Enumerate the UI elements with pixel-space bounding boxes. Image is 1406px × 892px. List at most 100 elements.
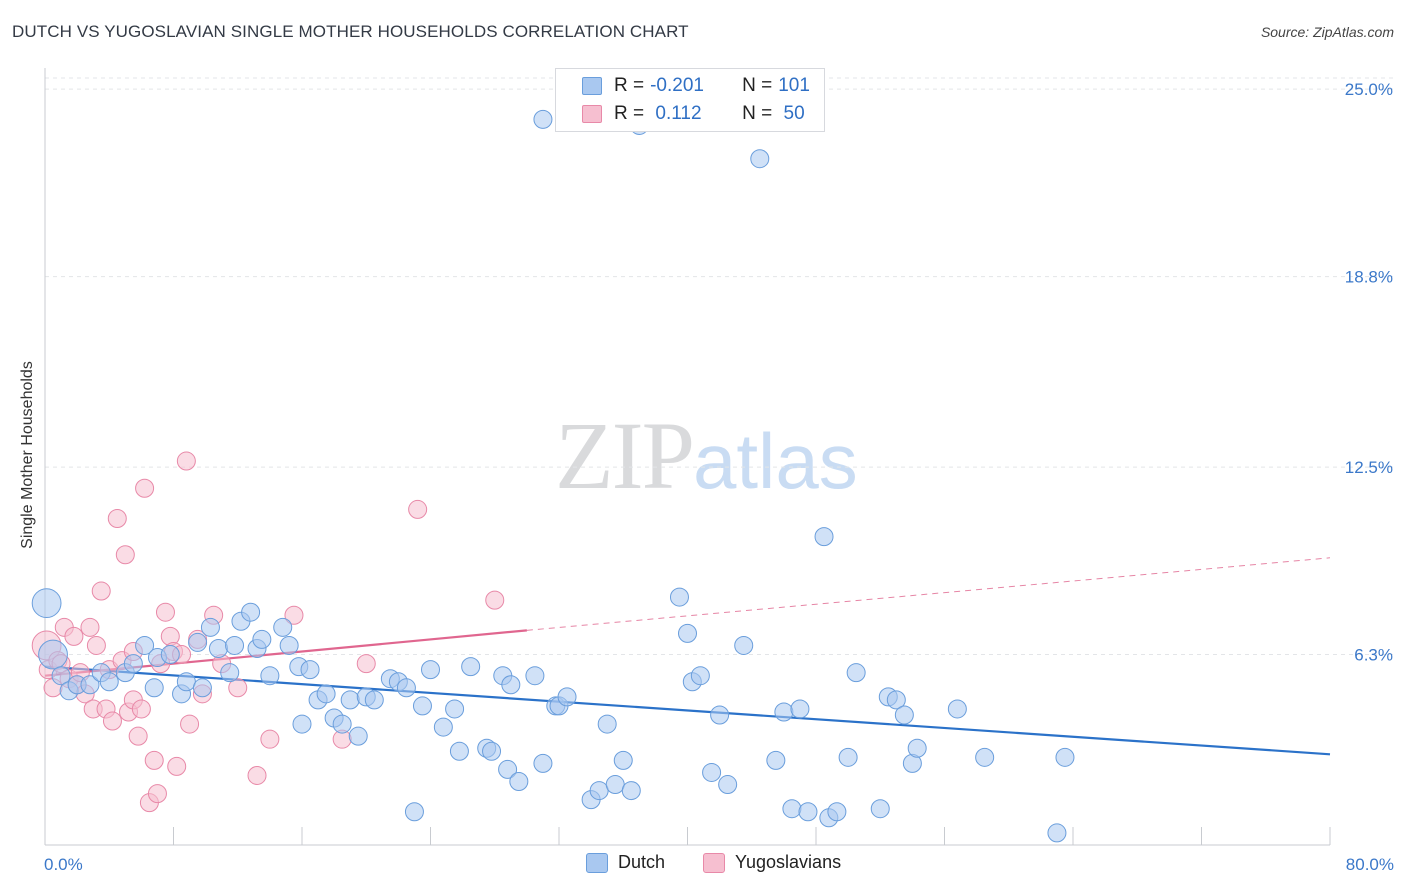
watermark: ZIPatlas [555,400,858,511]
dutch-point [533,753,553,773]
dutch-point [501,675,521,695]
dutch-point [99,672,119,692]
yugoslavian-point [356,654,376,674]
dutch-point [412,696,432,716]
dutch-point [975,747,995,767]
dutch-point [80,675,100,695]
dutch-point [734,635,754,655]
dutch-trend [44,665,1331,756]
dutch-point [396,678,416,698]
yugoslavian-swatch [582,105,602,123]
gridlines [45,77,1395,656]
dutch-point [597,714,617,734]
dutch-point [894,705,914,725]
r-label: R = [614,75,645,96]
dutch-point [702,762,722,782]
yugoslavian-point [155,602,175,622]
dutch-point [827,802,847,822]
yugoslavian-point [107,508,127,528]
dutch-point [192,678,212,698]
y-tick-label: 25.0% [1345,80,1393,99]
dutch-point [509,772,529,792]
dutch-point [348,726,368,746]
dutch-point [292,714,312,734]
yugoslavian-point [86,635,106,655]
dutch-point [947,699,967,719]
dutch-point [461,657,481,677]
x-tick-label: 80.0% [1346,855,1394,874]
yugoslavian-point [485,590,505,610]
series-legend: Dutch Yugoslavians [0,852,1406,878]
yugoslavian-point [167,756,187,776]
dutch-point [449,741,469,761]
dutch-point [798,802,818,822]
dutch-point [886,690,906,710]
yugoslavian-point [144,750,164,770]
dutch-point [144,678,164,698]
chart-title: DUTCH VS YUGOSLAVIAN SINGLE MOTHER HOUSE… [12,22,689,41]
tick-labels: 6.3% 12.5% 18.8% 25.0% 0.0% 80.0% [44,80,1394,874]
dutch-point [332,714,352,734]
x-tick-label: 0.0% [44,855,83,874]
yugoslavian-point [102,711,122,731]
yugoslavian-point [80,617,100,637]
dutch-point [557,687,577,707]
dutch-point [279,635,299,655]
yugoslavian-point [247,765,267,785]
yugoslavian-point [115,545,135,565]
dutch-point [1047,823,1067,843]
dutch-point [718,775,738,795]
dutch-point [750,149,770,169]
dutch-point [51,666,71,686]
dutch-point [782,799,802,819]
yugoslavian-point [176,451,196,471]
dutch-point [445,699,465,719]
dutch-point [814,527,834,547]
dutch-point [498,759,518,779]
axes [44,68,1331,846]
y-tick-label: 12.5% [1345,458,1393,477]
dutch-point [870,799,890,819]
legend-row-dutch: R = -0.201 N = 101 [582,74,810,98]
dutch-point [220,663,240,683]
dutch-point [433,717,453,737]
source-label: Source: ZipAtlas.com [1260,24,1394,40]
yugoslavian-point [91,581,111,601]
dutch-point [225,635,245,655]
yugoslavian-point [147,784,167,804]
dutch-point [208,638,228,658]
legend-item-dutch: Dutch [586,852,665,873]
dutch-point [300,660,320,680]
dutch-point [38,639,68,670]
yugoslavian-points [31,451,505,813]
dutch-point [621,781,641,801]
yugoslavian-legend-label: Yugoslavians [735,852,842,872]
dutch-point [613,750,633,770]
dutch-point [188,632,208,652]
dutch-point [241,602,261,622]
dutch-point [907,738,927,758]
legend-row-yugoslavians: R = 0.112 N = 50 [582,102,805,126]
dutch-point [669,587,689,607]
dutch-point [273,617,293,637]
dutch-point [252,629,272,649]
n-value: 101 [778,75,810,96]
dutch-point [340,690,360,710]
dutch-point [678,623,697,643]
dutch-point [790,699,810,719]
dutch-point [1055,747,1075,767]
r-value: -0.201 [650,75,704,96]
dutch-point [123,654,143,674]
yugoslavian-point [64,626,84,646]
dutch-trend-line [44,665,1331,756]
dutch-point [774,702,794,722]
yugoslavian-point [180,714,200,734]
dutch-point [31,588,62,619]
dutch-point [176,672,196,692]
dutch-point [605,775,625,795]
r-label: R = [614,103,645,124]
dutch-point [260,666,280,686]
dutch-point [533,109,553,129]
dutch-legend-label: Dutch [618,852,666,872]
